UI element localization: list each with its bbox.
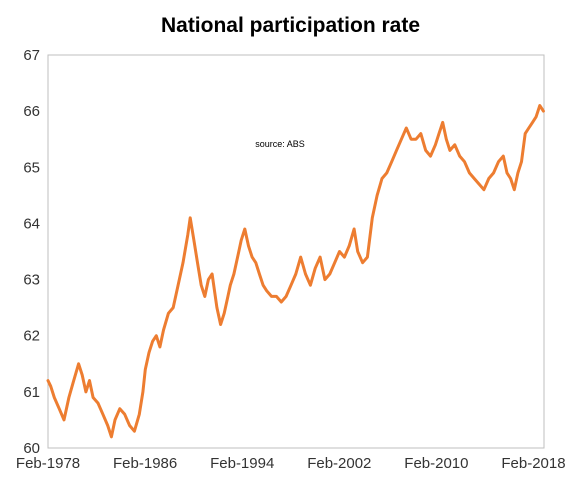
y-tick-label: 60 — [23, 440, 40, 457]
participation-rate-line — [46, 104, 545, 439]
x-tick-label: Feb-2002 — [307, 455, 371, 472]
x-tick-label: Feb-2010 — [404, 455, 468, 472]
y-tick-label: 64 — [23, 215, 40, 232]
series-layer — [46, 104, 545, 439]
x-axis: Feb-1978 Feb-1986 Feb-1994 Feb-2002 Feb-2010… — [16, 455, 566, 472]
x-tick-label: Feb-1986 — [113, 455, 177, 472]
y-tick-label: 61 — [23, 384, 40, 401]
source-annotation: source: ABS — [255, 139, 305, 149]
y-tick-label: 66 — [23, 103, 40, 120]
x-tick-label: Feb-1994 — [210, 455, 274, 472]
y-axis: 60 61 62 63 64 65 66 67 — [23, 47, 40, 457]
chart-title: National participation rate — [160, 14, 421, 37]
y-tick-label: 67 — [23, 47, 40, 64]
y-tick-label: 63 — [23, 272, 40, 289]
y-tick-label: 65 — [23, 159, 40, 176]
plot-area-frame — [47, 54, 545, 449]
y-tick-label: 62 — [23, 328, 40, 345]
x-tick-label: Feb-2018 — [501, 455, 565, 472]
x-tick-label: Feb-1978 — [16, 455, 80, 472]
